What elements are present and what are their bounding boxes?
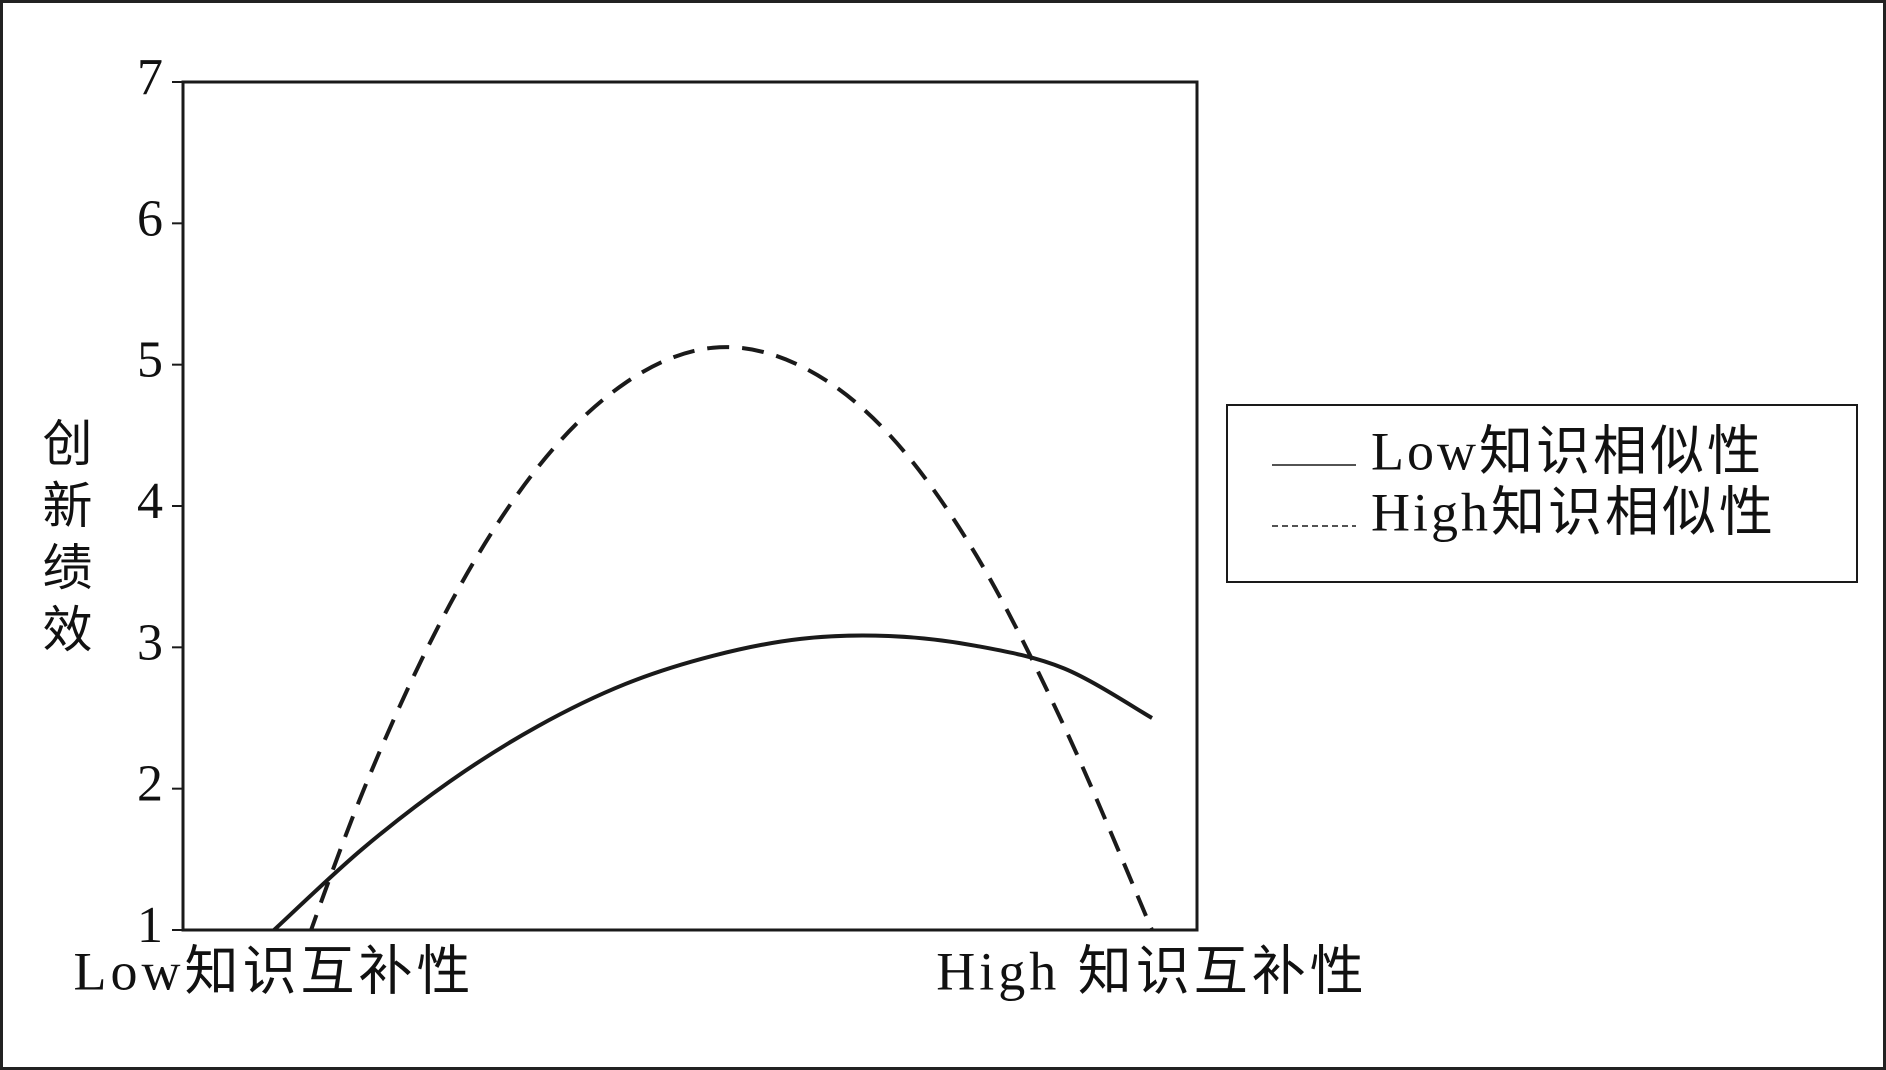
y-tick-label: 3 — [137, 614, 163, 671]
legend-label: High知识相似性 — [1371, 482, 1776, 542]
series-line — [272, 633, 1153, 930]
y-tick-label: 1 — [137, 897, 163, 954]
y-tick-label: 5 — [137, 332, 163, 389]
legend — [1226, 404, 1858, 583]
y-tick-label: 4 — [137, 473, 163, 530]
y-axis-label: 创新绩效 — [36, 417, 92, 665]
y-tick-label: 6 — [137, 190, 163, 247]
x-tick-label: Low知识互补性 — [74, 941, 475, 1001]
x-tick-label: High 知识互补性 — [936, 941, 1368, 1001]
legend-label: Low知识相似性 — [1371, 421, 1764, 481]
y-tick-label: 7 — [137, 49, 163, 106]
y-tick-label: 2 — [137, 756, 163, 813]
series-line — [308, 345, 1154, 930]
